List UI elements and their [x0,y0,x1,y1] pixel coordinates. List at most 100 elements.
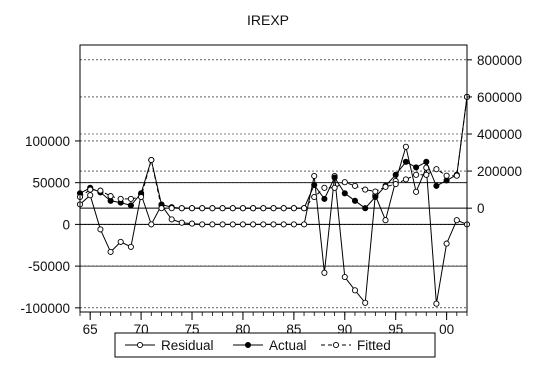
legend-box [114,332,436,358]
point-residual [311,172,318,180]
series-fitted-line [79,96,468,209]
point-residual [209,221,216,228]
point-fitted [413,171,420,178]
point-residual [148,221,155,228]
point-fitted [301,205,308,212]
point-residual [97,226,104,233]
point-actual [362,205,369,212]
point-fitted [362,186,369,193]
point-actual [341,190,348,197]
point-residual [270,221,277,228]
legend-label-residual: Residual [161,338,214,353]
point-fitted [107,193,114,200]
point-actual [351,197,359,204]
point-fitted [260,205,267,212]
point-fitted [382,183,389,190]
point-residual [127,243,134,250]
left-tick-label: 50000 [32,176,70,191]
legend-marker-fitted [332,341,340,349]
left-tick-label: 100000 [25,134,70,149]
point-residual [402,143,409,150]
point-residual [433,300,440,307]
legend-marker-residual [136,341,144,349]
point-fitted [168,205,175,212]
point-residual [188,220,196,227]
point-fitted [239,205,246,212]
point-fitted [392,181,399,188]
point-fitted [321,184,328,191]
axes: 100000 50000 0 -50000 -100000 0 200000 400000 60… [20,44,522,337]
point-actual [311,181,318,189]
point-residual [290,221,297,228]
gridlines [80,59,467,309]
point-residual [443,240,450,247]
point-actual [392,171,399,178]
series-actual-line [79,96,468,209]
point-residual [321,269,328,276]
right-tick-label: 800000 [477,53,522,68]
left-tick-label: -100000 [20,301,70,316]
point-fitted [311,193,318,201]
point-fitted [250,205,257,212]
point-residual [413,188,420,195]
point-residual [117,238,124,245]
point-residual [341,273,348,281]
point-fitted [199,205,206,212]
point-residual [301,221,308,228]
point-fitted [270,205,277,212]
point-fitted [219,205,226,212]
point-actual [321,195,328,202]
point-actual [402,158,409,165]
point-residual [351,287,359,294]
point-residual [107,248,114,255]
point-residual [453,217,460,224]
left-tick-label: 0 [62,217,70,232]
point-residual [178,219,185,226]
point-residual [362,299,369,306]
point-fitted [341,179,348,186]
point-residual [382,217,389,224]
point-residual [87,192,94,199]
point-fitted [138,193,145,201]
point-actual [413,164,420,171]
point-fitted [280,205,287,212]
right-tick-label: 0 [477,201,485,216]
point-fitted [423,171,430,178]
point-residual [260,221,267,228]
chart-title: IREXP [247,12,289,28]
point-fitted [453,172,460,179]
point-actual [331,174,338,181]
legend-label-fitted: Fitted [357,338,391,353]
x-tick-label: 00 [439,322,454,337]
point-actual [433,182,440,189]
point-actual [423,158,430,165]
point-fitted [188,205,196,212]
legend: Residual Actual Fitted [114,332,436,358]
legend-label-actual: Actual [269,338,307,353]
point-actual [372,193,379,201]
point-residual [168,216,175,223]
point-fitted [443,172,450,179]
legend-marker-actual [244,341,252,349]
point-fitted [87,186,94,193]
point-fitted [351,182,359,189]
right-tick-label: 200000 [477,164,522,179]
left-tick-label: -50000 [28,259,70,274]
point-fitted [178,205,185,212]
point-fitted [229,205,236,212]
point-fitted [331,184,338,191]
point-fitted [117,195,124,202]
point-residual [250,221,257,228]
right-tick-label: 600000 [477,90,522,105]
point-residual [199,221,206,228]
point-fitted [97,187,104,194]
point-fitted [148,156,155,164]
series-layer [76,93,471,307]
x-tick-label: 65 [83,322,98,337]
point-fitted [158,205,165,212]
point-actual [127,202,134,209]
point-fitted [402,176,409,183]
point-fitted [433,166,440,173]
point-fitted [209,205,216,212]
